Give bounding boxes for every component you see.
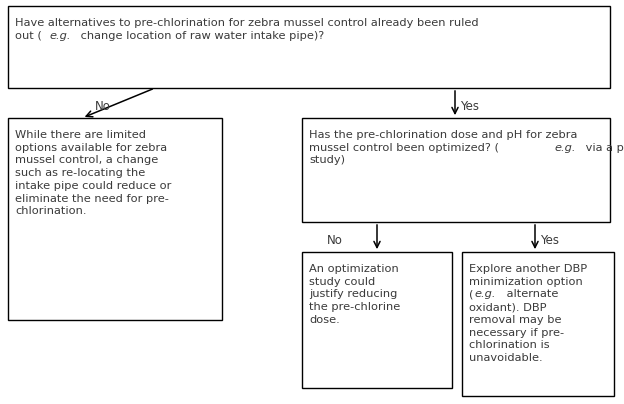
Text: Yes: Yes [460,100,479,113]
Text: via a pilot: via a pilot [582,143,624,153]
Text: change location of raw water intake pipe)?: change location of raw water intake pipe… [77,31,324,41]
Text: e.g.: e.g. [475,289,496,299]
Text: e.g.: e.g. [554,143,576,153]
Bar [462,252,614,396]
Text: necessary if pre-: necessary if pre- [469,328,564,338]
Text: oxidant). DBP: oxidant). DBP [469,302,547,312]
Text: Have alternatives to pre-chlorination for zebra mussel control already been rule: Have alternatives to pre-chlorination fo… [15,18,479,28]
Text: chlorination is: chlorination is [469,340,550,350]
Text: out (: out ( [15,31,42,41]
Text: alternate: alternate [502,289,558,299]
Text: An optimization: An optimization [309,264,399,274]
Text: Explore another DBP: Explore another DBP [469,264,587,274]
Text: justify reducing: justify reducing [309,289,397,299]
Bar [302,118,610,222]
Text: While there are limited: While there are limited [15,130,146,140]
Text: options available for zebra: options available for zebra [15,143,167,153]
Text: Yes: Yes [540,234,559,247]
Text: No: No [327,234,343,247]
Text: intake pipe could reduce or: intake pipe could reduce or [15,181,172,191]
Bar [8,6,610,88]
Text: such as re-locating the: such as re-locating the [15,168,145,178]
Text: No: No [95,100,111,113]
Bar [8,118,222,320]
Text: unavoidable.: unavoidable. [469,353,543,363]
Text: (: ( [469,289,474,299]
Text: Has the pre-chlorination dose and pH for zebra: Has the pre-chlorination dose and pH for… [309,130,577,140]
Text: chlorination.: chlorination. [15,206,87,216]
Text: e.g.: e.g. [50,31,71,41]
Text: mussel control been optimized? (: mussel control been optimized? ( [309,143,499,153]
Text: the pre-chlorine: the pre-chlorine [309,302,400,312]
Text: removal may be: removal may be [469,315,562,325]
Text: minimization option: minimization option [469,277,583,287]
Bar [302,252,452,388]
Text: study): study) [309,156,345,165]
Text: eliminate the need for pre-: eliminate the need for pre- [15,194,169,204]
Text: mussel control, a change: mussel control, a change [15,156,158,165]
Text: dose.: dose. [309,315,339,325]
Text: study could: study could [309,277,375,287]
